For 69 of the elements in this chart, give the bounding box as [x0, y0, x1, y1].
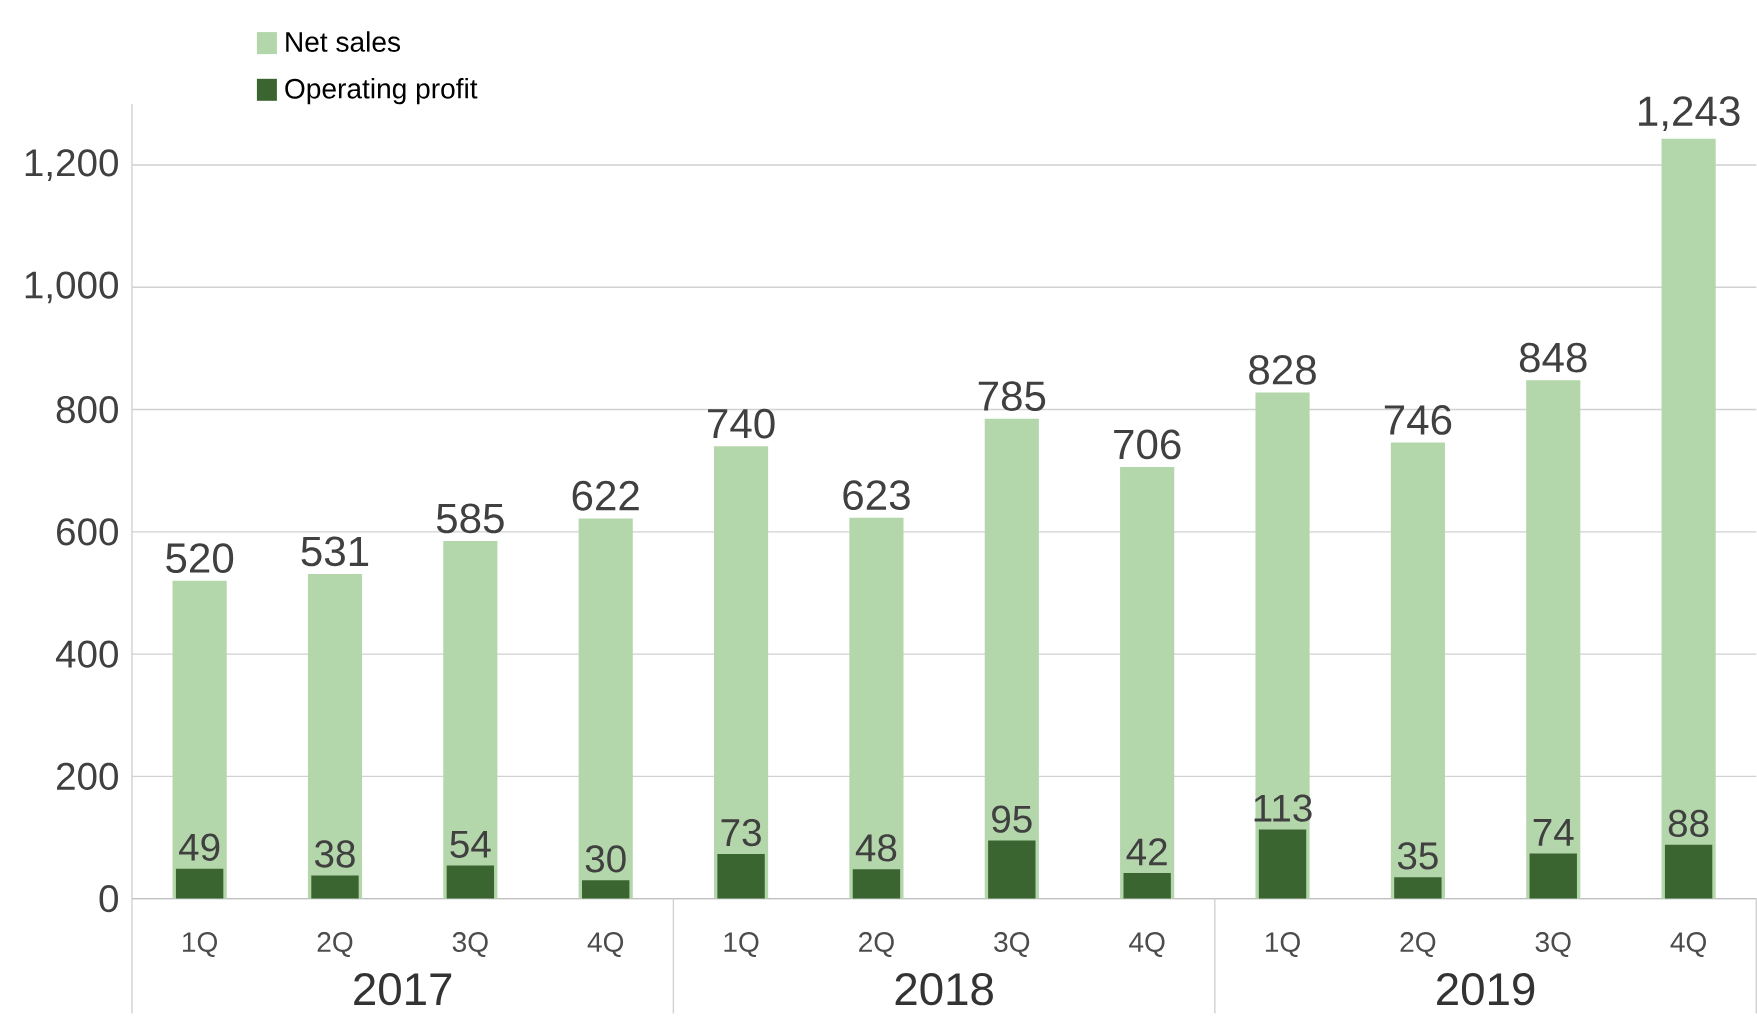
data-label: 828 — [1249, 355, 1316, 385]
bar — [1664, 845, 1713, 899]
data-label: 38 — [314, 840, 355, 868]
data-label: 622 — [572, 481, 639, 511]
x-tick-label: 4Q — [1670, 932, 1706, 958]
bar — [988, 840, 1036, 899]
y-tick-label: 1,000 — [25, 271, 118, 304]
data-label: 73 — [721, 819, 761, 847]
data-label: 623 — [843, 480, 910, 511]
data-label: 520 — [166, 543, 234, 574]
data-label: 95 — [992, 805, 1032, 834]
bar — [446, 865, 495, 899]
bar — [714, 446, 769, 899]
data-label: 88 — [1668, 809, 1709, 838]
data-label: 585 — [436, 503, 504, 534]
bar — [1526, 380, 1581, 899]
x-tick-label: 2Q — [317, 932, 353, 958]
bar — [1120, 467, 1175, 899]
data-label: 1,243 — [1639, 96, 1740, 132]
bar — [1661, 139, 1716, 899]
data-label: 49 — [179, 833, 220, 862]
legend-label: Net sales — [286, 31, 401, 53]
data-label: 848 — [1519, 342, 1587, 373]
bar — [852, 869, 901, 899]
text: 2019 — [1437, 973, 1535, 1006]
y-tick-label: 400 — [55, 640, 118, 669]
bar — [717, 854, 765, 899]
data-label: 706 — [1114, 429, 1181, 460]
bar — [582, 880, 630, 899]
bar — [1390, 442, 1445, 899]
bar — [1529, 853, 1577, 899]
y-tick-label: 1,200 — [25, 149, 118, 182]
x-tick-label: 1Q — [183, 932, 218, 958]
text: 2017 — [354, 973, 452, 1006]
bar — [849, 518, 904, 899]
x-tick-label: 1Q — [724, 932, 759, 958]
data-label: 74 — [1533, 819, 1574, 846]
bar — [175, 868, 224, 899]
data-label: 54 — [450, 831, 491, 859]
x-tick-label: 3Q — [452, 932, 488, 958]
bar — [307, 574, 363, 899]
data-label: 30 — [585, 845, 626, 873]
bar — [172, 580, 227, 899]
bar — [1394, 877, 1442, 899]
data-label: 35 — [1397, 842, 1438, 870]
y-tick-label: 200 — [56, 762, 118, 791]
data-label: 740 — [708, 408, 775, 439]
data-label: 48 — [855, 834, 897, 862]
x-tick-label: 1Q — [1265, 932, 1300, 958]
data-label: 531 — [301, 536, 369, 567]
bar — [1258, 829, 1307, 899]
x-tick-label: 2Q — [859, 932, 894, 958]
x-tick-label: 4Q — [1129, 932, 1165, 958]
bar — [443, 541, 498, 899]
y-tick-label: 0 — [99, 885, 118, 913]
bar — [311, 875, 359, 899]
x-tick-label: 3Q — [994, 932, 1030, 958]
x-tick-label: 3Q — [1535, 932, 1571, 958]
bar — [578, 518, 633, 899]
y-tick-label: 800 — [56, 396, 118, 424]
data-label: 785 — [978, 381, 1046, 412]
x-tick-label: 2Q — [1400, 932, 1436, 958]
data-label: 746 — [1384, 405, 1452, 436]
text: 2018 — [895, 973, 993, 1006]
y-tick-label: 600 — [57, 518, 118, 546]
bar — [1123, 873, 1171, 899]
legend-label: Operating profit — [285, 78, 478, 105]
x-tick-label: 4Q — [587, 932, 624, 958]
data-label: 42 — [1126, 838, 1167, 866]
